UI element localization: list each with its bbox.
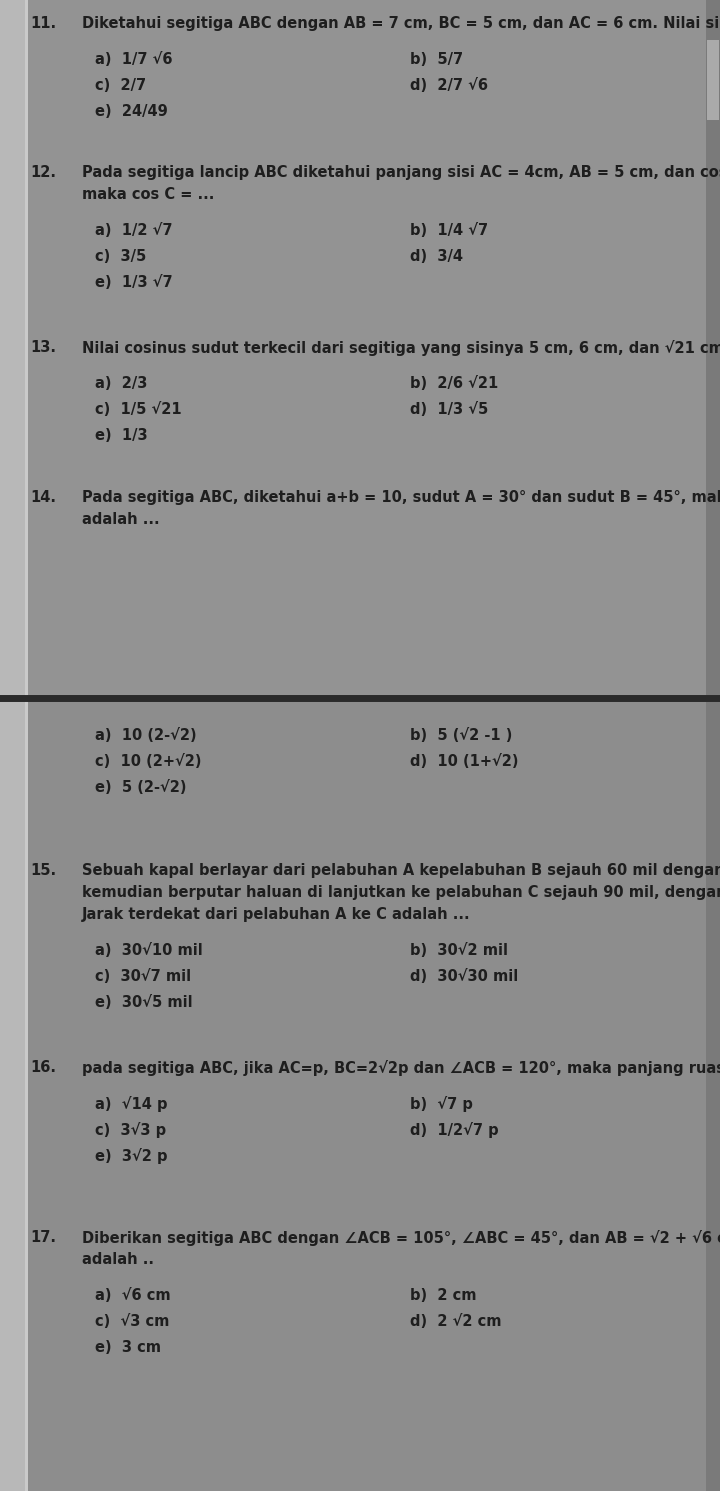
Text: Sebuah kapal berlayar dari pelabuhan A kepelabuhan B sejauh 60 mil dengan arah 4: Sebuah kapal berlayar dari pelabuhan A k… xyxy=(82,863,720,878)
Text: e)  1/3: e) 1/3 xyxy=(95,428,148,443)
Text: e)  5 (2-√2): e) 5 (2-√2) xyxy=(95,780,186,795)
Text: 17.: 17. xyxy=(30,1230,56,1245)
Text: d)  1/3 √5: d) 1/3 √5 xyxy=(410,403,488,417)
Text: Nilai cosinus sudut terkecil dari segitiga yang sisinya 5 cm, 6 cm, dan √21 cm a: Nilai cosinus sudut terkecil dari segiti… xyxy=(82,340,720,356)
Text: 13.: 13. xyxy=(30,340,56,355)
Bar xyxy=(25,0,28,1491)
Text: b)  2 cm: b) 2 cm xyxy=(410,1288,477,1303)
Text: d)  10 (1+√2): d) 10 (1+√2) xyxy=(410,754,518,769)
Text: d)  3/4: d) 3/4 xyxy=(410,249,463,264)
Bar xyxy=(707,40,719,119)
Text: Diberikan segitiga ABC dengan ∠ACB = 105°, ∠ABC = 45°, dan AB = √2 + √6 cm. Panj: Diberikan segitiga ABC dengan ∠ACB = 105… xyxy=(82,1230,720,1246)
Text: Jarak terdekat dari pelabuhan A ke C adalah ...: Jarak terdekat dari pelabuhan A ke C ada… xyxy=(82,907,471,921)
Text: a)  10 (2-√2): a) 10 (2-√2) xyxy=(95,728,197,743)
Text: b)  1/4 √7: b) 1/4 √7 xyxy=(410,224,488,239)
Bar xyxy=(0,698,720,1491)
Text: a)  √6 cm: a) √6 cm xyxy=(95,1288,171,1303)
Text: maka cos C = ...: maka cos C = ... xyxy=(82,186,215,201)
Text: b)  √7 p: b) √7 p xyxy=(410,1096,473,1112)
Text: a)  30√10 mil: a) 30√10 mil xyxy=(95,942,203,959)
Bar xyxy=(706,0,720,1491)
Text: b)  5 (√2 -1 ): b) 5 (√2 -1 ) xyxy=(410,728,513,743)
Text: e)  24/49: e) 24/49 xyxy=(95,104,168,119)
Text: 16.: 16. xyxy=(30,1060,56,1075)
Text: Pada segitiga lancip ABC diketahui panjang sisi AC = 4cm, AB = 5 cm, dan cos B =: Pada segitiga lancip ABC diketahui panja… xyxy=(82,166,720,180)
Text: e)  3√2 p: e) 3√2 p xyxy=(95,1148,168,1164)
Text: c)  2/7: c) 2/7 xyxy=(95,78,146,92)
Text: d)  2/7 √6: d) 2/7 √6 xyxy=(410,78,488,92)
Text: b)  2/6 √21: b) 2/6 √21 xyxy=(410,376,498,391)
Text: adalah ..: adalah .. xyxy=(82,1252,154,1267)
Text: kemudian berputar haluan di lanjutkan ke pelabuhan C sejauh 90 mil, dengan arah : kemudian berputar haluan di lanjutkan ke… xyxy=(82,886,720,901)
Text: d)  1/2√7 p: d) 1/2√7 p xyxy=(410,1123,499,1138)
Text: Pada segitiga ABC, diketahui a+b = 10, sudut A = 30° dan sudut B = 45°, maka pan: Pada segitiga ABC, diketahui a+b = 10, s… xyxy=(82,491,720,505)
Text: c)  1/5 √21: c) 1/5 √21 xyxy=(95,403,181,417)
Text: e)  3 cm: e) 3 cm xyxy=(95,1340,161,1355)
Text: c)  3/5: c) 3/5 xyxy=(95,249,146,264)
Text: a)  2/3: a) 2/3 xyxy=(95,376,148,391)
Text: adalah ...: adalah ... xyxy=(82,511,160,526)
Bar xyxy=(0,0,720,698)
Text: 11.: 11. xyxy=(30,16,56,31)
Text: c)  3√3 p: c) 3√3 p xyxy=(95,1123,166,1138)
Text: d)  2 √2 cm: d) 2 √2 cm xyxy=(410,1314,502,1328)
Text: e)  30√5 mil: e) 30√5 mil xyxy=(95,994,193,1009)
Text: Diketahui segitiga ABC dengan AB = 7 cm, BC = 5 cm, dan AC = 6 cm. Nilai sin ∠BA: Diketahui segitiga ABC dengan AB = 7 cm,… xyxy=(82,16,720,31)
Text: a)  1/7 √6: a) 1/7 √6 xyxy=(95,52,173,67)
Bar xyxy=(0,0,27,1491)
Text: a)  1/2 √7: a) 1/2 √7 xyxy=(95,224,173,239)
Text: e)  1/3 √7: e) 1/3 √7 xyxy=(95,274,173,291)
Text: d)  30√30 mil: d) 30√30 mil xyxy=(410,969,518,984)
Text: b)  5/7: b) 5/7 xyxy=(410,52,463,67)
Text: 15.: 15. xyxy=(30,863,56,878)
Text: c)  30√7 mil: c) 30√7 mil xyxy=(95,969,191,984)
Text: c)  √3 cm: c) √3 cm xyxy=(95,1314,169,1328)
Text: b)  30√2 mil: b) 30√2 mil xyxy=(410,942,508,959)
Text: a)  √14 p: a) √14 p xyxy=(95,1096,168,1112)
Text: 14.: 14. xyxy=(30,491,56,505)
Text: pada segitiga ABC, jika AC=p, BC=2√2p dan ∠ACB = 120°, maka panjang ruas AB adal: pada segitiga ABC, jika AC=p, BC=2√2p da… xyxy=(82,1060,720,1077)
Text: c)  10 (2+√2): c) 10 (2+√2) xyxy=(95,754,202,769)
Text: 12.: 12. xyxy=(30,166,56,180)
